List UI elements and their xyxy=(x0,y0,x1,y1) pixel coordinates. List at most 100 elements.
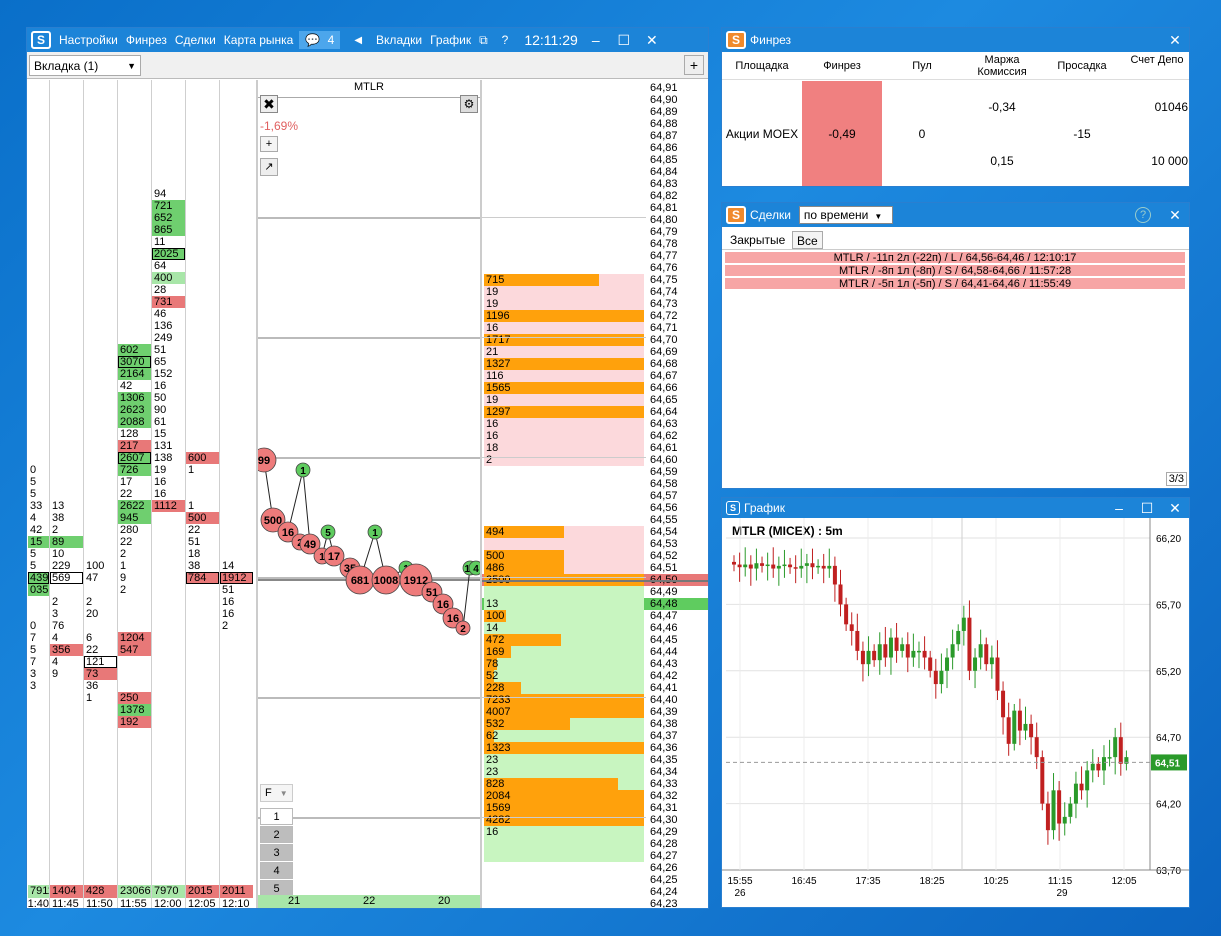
ladder-row[interactable]: 13 64,48 xyxy=(482,598,708,610)
maximize-icon[interactable]: ☐ xyxy=(1140,499,1154,516)
ladder-row[interactable]: 21 64,69 xyxy=(482,346,708,358)
ladder-row[interactable]: 64,79 xyxy=(482,226,708,238)
ladder-row[interactable]: 828 64,33 xyxy=(482,778,708,790)
ladder-row[interactable]: 16 64,62 xyxy=(482,430,708,442)
ladder-row[interactable]: 4007 64,39 xyxy=(482,706,708,718)
ladder-row[interactable]: 228 64,41 xyxy=(482,682,708,694)
line-chart-icon[interactable]: ↗ xyxy=(260,158,278,176)
deal-row[interactable]: MTLR / -8п 1л (-8п) / S / 64,58-64,66 / … xyxy=(725,265,1185,277)
ladder-row[interactable]: 64,82 xyxy=(482,190,708,202)
menu-finrez[interactable]: Финрез xyxy=(125,33,167,47)
close-icon[interactable]: ✕ xyxy=(645,31,658,48)
ladder-row[interactable]: 1569 64,31 xyxy=(482,802,708,814)
ladder-row[interactable]: 1565 64,66 xyxy=(482,382,708,394)
ladder-row[interactable]: 116 64,67 xyxy=(482,370,708,382)
ladder-row[interactable]: 500 64,52 xyxy=(482,550,708,562)
add-tab-button[interactable]: + xyxy=(684,55,704,75)
close-icon[interactable]: ✕ xyxy=(1169,206,1181,223)
ladder-row[interactable]: 64,78 xyxy=(482,238,708,250)
menu-market-map[interactable]: Карта рынка xyxy=(223,33,294,47)
settings-gear-icon[interactable]: ⚙ xyxy=(460,95,478,113)
ladder-row[interactable]: 64,24 xyxy=(482,886,708,898)
ladder-row[interactable]: 64,56 xyxy=(482,502,708,514)
ladder-row[interactable]: 64,49 xyxy=(482,586,708,598)
menu-tabs[interactable]: Вкладки xyxy=(376,33,423,47)
ladder-row[interactable]: 64,88 xyxy=(482,118,708,130)
tab-selector[interactable]: Вкладка (1) ▼ xyxy=(29,55,141,76)
close-icon[interactable]: ✕ xyxy=(1169,31,1181,48)
menu-settings[interactable]: Настройки xyxy=(59,33,118,47)
ladder-row[interactable]: 19 64,65 xyxy=(482,394,708,406)
ladder-row[interactable]: 64,76 xyxy=(482,262,708,274)
close-chart-icon[interactable]: ✖ xyxy=(260,95,278,113)
ladder-row[interactable]: 64,77 xyxy=(482,250,708,262)
zoom-in-button[interactable]: + xyxy=(260,136,278,152)
ladder-row[interactable]: 486 64,51 xyxy=(482,562,708,574)
level-button[interactable]: 2 xyxy=(260,826,293,843)
ladder-row[interactable]: 7233 64,40 xyxy=(482,694,708,706)
ladder-row[interactable]: 64,85 xyxy=(482,154,708,166)
ladder-row[interactable]: 19 64,74 xyxy=(482,286,708,298)
ladder-row[interactable]: 16 64,71 xyxy=(482,322,708,334)
ladder-row[interactable]: 52 64,42 xyxy=(482,670,708,682)
deal-row[interactable]: MTLR / -11п 2л (-22п) / L / 64,56-64,46 … xyxy=(725,252,1185,264)
ladder-row[interactable]: 64,90 xyxy=(482,94,708,106)
ladder-row[interactable]: 715 64,75 xyxy=(482,274,708,286)
ladder-row[interactable]: 2084 64,32 xyxy=(482,790,708,802)
help-icon[interactable]: ? xyxy=(1135,207,1151,223)
ladder-row[interactable]: 1717 64,70 xyxy=(482,334,708,346)
notifications-button[interactable]: 💬 4 xyxy=(299,31,341,49)
ladder-row[interactable]: 1327 64,68 xyxy=(482,358,708,370)
ladder-row[interactable]: 64,80 xyxy=(482,214,708,226)
minimize-icon[interactable]: – xyxy=(591,32,600,48)
ladder-row[interactable]: 64,55 xyxy=(482,514,708,526)
ladder-row[interactable]: 169 64,44 xyxy=(482,646,708,658)
maximize-icon[interactable]: ☐ xyxy=(617,31,631,48)
level-button[interactable]: 3 xyxy=(260,844,293,861)
ladder-row[interactable]: 100 64,47 xyxy=(482,610,708,622)
ladder-row[interactable]: 64,84 xyxy=(482,166,708,178)
ladder-row[interactable]: 1297 64,64 xyxy=(482,406,708,418)
ladder-row[interactable]: 62 64,37 xyxy=(482,730,708,742)
ladder-row[interactable]: 18 64,61 xyxy=(482,442,708,454)
ladder-row[interactable]: 2 64,60 xyxy=(482,454,708,466)
menu-deals[interactable]: Сделки xyxy=(174,33,216,47)
ladder-row[interactable]: 64,53 xyxy=(482,538,708,550)
collapse-arrow-icon[interactable]: ◀ xyxy=(354,34,363,46)
ladder-row[interactable]: 64,59 xyxy=(482,466,708,478)
ladder-row[interactable]: 19 64,73 xyxy=(482,298,708,310)
ladder-row[interactable]: 64,58 xyxy=(482,478,708,490)
ladder-row[interactable]: 472 64,45 xyxy=(482,634,708,646)
ladder-row[interactable]: 64,83 xyxy=(482,178,708,190)
menu-chart[interactable]: График xyxy=(430,33,472,47)
ladder-row[interactable]: 1196 64,72 xyxy=(482,310,708,322)
ladder-row[interactable]: 14 64,46 xyxy=(482,622,708,634)
ladder-row[interactable]: 64,25 xyxy=(482,874,708,886)
tab-closed[interactable]: Закрытые xyxy=(730,233,786,247)
f-selector[interactable]: F ▼ xyxy=(260,784,293,802)
tab-all[interactable]: Все xyxy=(792,231,823,249)
help-button[interactable]: ? xyxy=(501,33,509,47)
deal-row[interactable]: MTLR / -5п 1л (-5п) / S / 64,41-64,46 / … xyxy=(725,278,1185,290)
ladder-row[interactable]: 64,23 xyxy=(482,898,708,908)
ladder-row[interactable]: 64,87 xyxy=(482,130,708,142)
ladder-row[interactable]: 64,28 xyxy=(482,838,708,850)
ladder-row[interactable]: 64,27 xyxy=(482,850,708,862)
ladder-row[interactable]: 16 64,63 xyxy=(482,418,708,430)
ladder-row[interactable]: 64,81 xyxy=(482,202,708,214)
ladder-row[interactable]: 23 64,35 xyxy=(482,754,708,766)
ladder-row[interactable]: 23 64,34 xyxy=(482,766,708,778)
ladder-row[interactable]: 16 64,29 xyxy=(482,826,708,838)
ladder-row[interactable]: 1323 64,36 xyxy=(482,742,708,754)
ladder-row[interactable]: 64,26 xyxy=(482,862,708,874)
level-button[interactable]: 4 xyxy=(260,862,293,879)
ladder-row[interactable]: 532 64,38 xyxy=(482,718,708,730)
ladder-row[interactable]: 64,86 xyxy=(482,142,708,154)
windows-icon[interactable]: ⧉ xyxy=(479,32,488,47)
ladder-row[interactable]: 64,89 xyxy=(482,106,708,118)
close-icon[interactable]: ✕ xyxy=(1169,499,1181,516)
ladder-row[interactable]: 494 64,54 xyxy=(482,526,708,538)
ladder-row[interactable]: 64,57 xyxy=(482,490,708,502)
sort-select[interactable]: по времени ▼ xyxy=(798,206,893,224)
ladder-row[interactable]: 64,91 xyxy=(482,82,708,94)
